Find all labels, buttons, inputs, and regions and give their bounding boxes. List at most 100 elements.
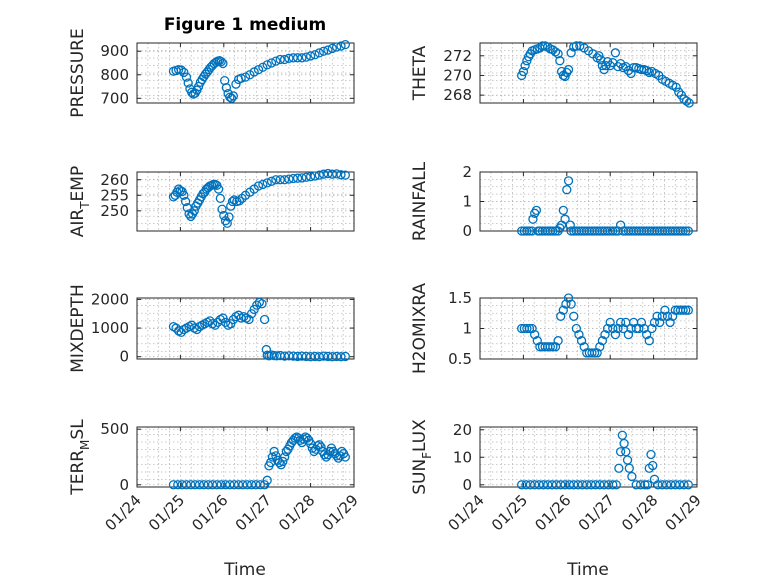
data-point: [318, 46, 329, 56]
data-point: [562, 185, 572, 195]
x-tick-label: 01/28: [618, 491, 661, 534]
data-point: [227, 196, 238, 207]
data-point: [257, 299, 267, 309]
data-point: [608, 480, 618, 490]
data-point: [670, 480, 680, 490]
data-point: [323, 351, 333, 362]
data-point: [608, 226, 618, 236]
y-tick-label: 1000: [91, 319, 129, 337]
data-point: [234, 196, 245, 206]
data-point: [579, 342, 589, 352]
x-tick-label: 01/29: [319, 491, 362, 534]
y-axis-label-tail: EMP: [68, 166, 88, 202]
data-point: [187, 87, 197, 98]
data-point: [301, 351, 311, 362]
y-tick-label: 250: [100, 202, 129, 220]
data-point: [589, 348, 600, 358]
x-tick-label: 01/26: [531, 491, 574, 534]
data-point: [558, 205, 568, 216]
data-point: [310, 351, 320, 362]
data-point: [608, 323, 618, 334]
y-axis-label: AIRTEMP: [68, 166, 92, 237]
axes-frame: [479, 42, 698, 104]
data-point: [560, 214, 570, 224]
data-point: [222, 218, 232, 228]
data-point: [662, 311, 673, 321]
data-point: [517, 480, 527, 490]
data-point: [520, 60, 530, 71]
data-point: [621, 447, 631, 457]
data-point: [262, 178, 272, 188]
data-point: [528, 214, 538, 224]
data-point: [558, 305, 568, 315]
y-axis-label: H2OMIXRA: [410, 283, 430, 374]
data-point: [288, 53, 298, 63]
data-point: [259, 480, 270, 490]
data-point: [668, 311, 678, 321]
data-point: [269, 446, 279, 457]
data-point: [649, 317, 660, 328]
data-point: [262, 60, 272, 70]
y-axis-label-main: SUN: [410, 459, 430, 495]
data-point: [605, 317, 615, 328]
data-point: [228, 91, 238, 101]
y-tick-label: 255: [100, 186, 129, 204]
panel-pressure: 700 800 900 PRESSURE: [68, 28, 355, 118]
data-point: [179, 67, 189, 78]
data-point: [226, 93, 237, 103]
data-point: [524, 323, 535, 334]
data-point: [575, 41, 585, 51]
data-point: [284, 53, 294, 63]
data-point: [648, 460, 658, 471]
data-point: [297, 173, 307, 183]
data-point: [318, 351, 329, 361]
data-point: [233, 310, 244, 320]
data-point: [242, 480, 252, 490]
y-axis-label: TERRMSL: [68, 419, 92, 496]
data-point: [610, 48, 621, 58]
data-point: [577, 480, 588, 490]
data-point: [681, 305, 691, 315]
x-axis-label-left: Time: [223, 560, 266, 580]
data-point: [258, 179, 268, 190]
y-axis-label-main: MIXDEPTH: [68, 284, 88, 373]
data-point: [246, 480, 257, 490]
data-point: [671, 82, 681, 92]
y-tick-label: 268: [443, 86, 472, 104]
data-point: [545, 342, 555, 352]
data-point: [336, 352, 346, 362]
data-point: [551, 480, 562, 490]
data-point: [684, 98, 694, 108]
data-point: [524, 226, 535, 236]
data-point: [537, 41, 548, 51]
data-point: [314, 48, 324, 58]
data-point: [331, 351, 342, 362]
data-point: [566, 48, 576, 58]
data-point: [586, 480, 596, 490]
y-axis-label-tail: SL: [68, 419, 88, 440]
data-point: [617, 430, 628, 440]
data-point: [173, 480, 183, 490]
data-point: [521, 480, 531, 490]
data-point: [266, 176, 277, 186]
data-point: [213, 184, 224, 194]
data-point: [634, 323, 644, 334]
y-axis-label-tail: LUX: [410, 419, 430, 452]
data-point: [336, 170, 346, 180]
data-point: [683, 480, 693, 490]
y-tick-label: 10: [453, 448, 472, 466]
data-point: [271, 56, 281, 66]
data-point: [614, 463, 624, 473]
data-point: [284, 351, 294, 361]
data-point: [275, 54, 285, 65]
y-axis-label-main: PRESSURE: [68, 28, 88, 117]
data-point: [275, 350, 285, 361]
data-point: [635, 480, 646, 490]
data-point: [231, 79, 241, 89]
data-point: [563, 293, 574, 303]
y-tick-label: 260: [100, 171, 129, 189]
data-point: [560, 480, 570, 490]
data-point: [316, 442, 326, 452]
data-point: [555, 56, 565, 66]
